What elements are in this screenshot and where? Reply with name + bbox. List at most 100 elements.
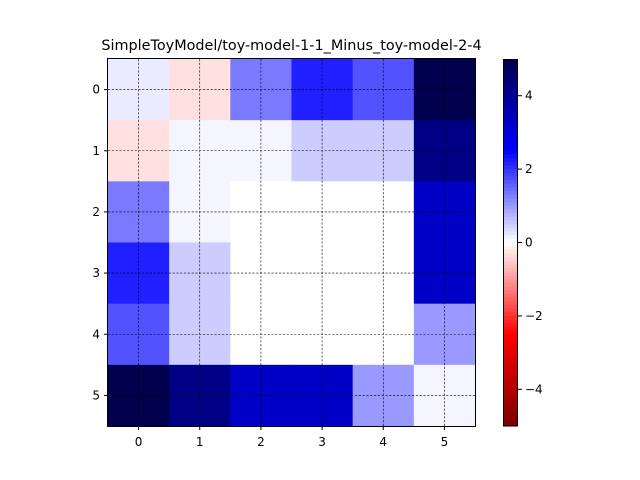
- colorbar-segment: [503, 62, 518, 67]
- colorbar-segment: [503, 381, 518, 387]
- colorbar-segment: [503, 110, 518, 115]
- colorbar-segment: [503, 84, 518, 89]
- colorbar-segment: [503, 334, 518, 339]
- colorbar-segment: [503, 143, 518, 148]
- y-tick-label-4: 4: [92, 327, 100, 341]
- colorbar-segment: [503, 198, 518, 203]
- colorbar-segment: [503, 363, 518, 368]
- colorbar-segment: [503, 66, 518, 71]
- colorbar-segment: [503, 220, 518, 225]
- colorbar-segment: [503, 132, 518, 137]
- colorbar-segment: [503, 187, 518, 192]
- x-tick-label-2: 2: [257, 435, 265, 449]
- colorbar-segment: [503, 400, 518, 405]
- grid-lines: [108, 59, 475, 426]
- colorbar-segment: [503, 279, 518, 284]
- colorbar-segment: [503, 224, 518, 229]
- colorbar-segment: [503, 271, 518, 277]
- x-tick-label-3: 3: [318, 435, 326, 449]
- colorbar-segment: [503, 367, 518, 372]
- y-tick-label-1: 1: [92, 144, 100, 158]
- colorbar-segment: [503, 205, 518, 211]
- colorbar-segment: [503, 150, 518, 156]
- colorbar-segment: [503, 227, 518, 233]
- colorbar-segment: [503, 374, 518, 379]
- colorbar-segment: [503, 418, 518, 423]
- colorbar-segment: [503, 352, 518, 357]
- colorbar-segment: [503, 312, 518, 317]
- colorbar-segment: [503, 257, 518, 262]
- colorbar-segment: [503, 411, 518, 416]
- colorbar-segment: [503, 341, 518, 346]
- colorbar-segment: [503, 315, 518, 321]
- colorbar-segment: [503, 114, 518, 119]
- colorbar-segment: [503, 180, 518, 185]
- colorbar-segment: [503, 161, 518, 167]
- colorbar-segment: [503, 359, 518, 365]
- colorbar-segment: [503, 70, 518, 75]
- colorbar-segment: [503, 301, 518, 306]
- colorbar-segment: [503, 378, 518, 383]
- colorbar-segment: [503, 337, 518, 343]
- colorbar-segment: [503, 154, 518, 159]
- colorbar-segment: [503, 293, 518, 299]
- x-tick-label-4: 4: [379, 435, 387, 449]
- colorbar-segment: [503, 330, 518, 335]
- colorbar-segment: [503, 231, 518, 236]
- colorbar-segment: [503, 260, 518, 266]
- y-axis: 0 1 2 3 4 5: [92, 83, 108, 402]
- x-axis: 0 1 2 3 4 5: [135, 426, 448, 449]
- chart-title: SimpleToyModel/toy-model-1-1_Minus_toy-m…: [101, 38, 481, 54]
- colorbar-segment: [503, 88, 518, 93]
- colorbar-segment: [503, 183, 518, 189]
- colorbar-segment: [503, 176, 518, 181]
- colorbar-segment: [503, 246, 518, 251]
- colorbar-segment: [503, 370, 518, 376]
- colorbar-segment: [503, 389, 518, 394]
- colorbar-segment: [503, 326, 518, 332]
- y-tick-label-5: 5: [92, 388, 100, 402]
- colorbar-segment: [503, 73, 518, 78]
- heatmap-cells: [108, 59, 476, 427]
- colorbar-segment: [503, 213, 518, 218]
- colorbar-segment: [503, 242, 518, 247]
- colorbar-segment: [503, 392, 518, 398]
- colorbar-segment: [503, 238, 518, 244]
- colorbar-segment: [503, 275, 518, 280]
- colorbar-segment: [503, 191, 518, 196]
- colorbar-segment: [503, 99, 518, 104]
- x-tick-label-0: 0: [135, 435, 143, 449]
- colorbar-segment: [503, 268, 518, 273]
- colorbar-segment: [503, 323, 518, 328]
- y-tick-label-3: 3: [92, 266, 100, 280]
- colorbar-frame: [503, 59, 518, 426]
- colorbar-segment: [503, 158, 518, 163]
- colorbar-segment: [503, 348, 518, 354]
- colorbar-segment: [503, 297, 518, 302]
- colorbar: 4 2 0 −2 −4: [503, 59, 543, 427]
- colorbar-segment: [503, 165, 518, 170]
- plot-frame: [107, 58, 476, 427]
- colorbar-segment: [503, 253, 518, 258]
- colorbar-segment: [503, 319, 518, 324]
- colorbar-segment: [503, 403, 518, 409]
- colorbar-segment: [503, 345, 518, 350]
- y-tick-label-2: 2: [92, 205, 100, 219]
- colorbar-segment: [503, 264, 518, 269]
- colorbar-segment: [503, 103, 518, 108]
- heatmap-cell-r5-c5: [413, 364, 476, 427]
- colorbar-segment: [503, 414, 518, 420]
- colorbar-segment: [503, 249, 518, 255]
- colorbar-segment: [503, 282, 518, 288]
- colorbar-segment: [503, 169, 518, 174]
- colorbar-tick-label-3: −2: [525, 309, 543, 323]
- colorbar-segment: [503, 304, 518, 310]
- x-tick-label-1: 1: [196, 435, 204, 449]
- colorbar-segment: [503, 77, 518, 82]
- colorbar-segment: [503, 106, 518, 111]
- colorbar-segment: [503, 59, 518, 64]
- heatmap-cell-r5-c2: [230, 364, 293, 427]
- colorbar-segment: [503, 128, 518, 133]
- colorbar-segment: [503, 385, 518, 390]
